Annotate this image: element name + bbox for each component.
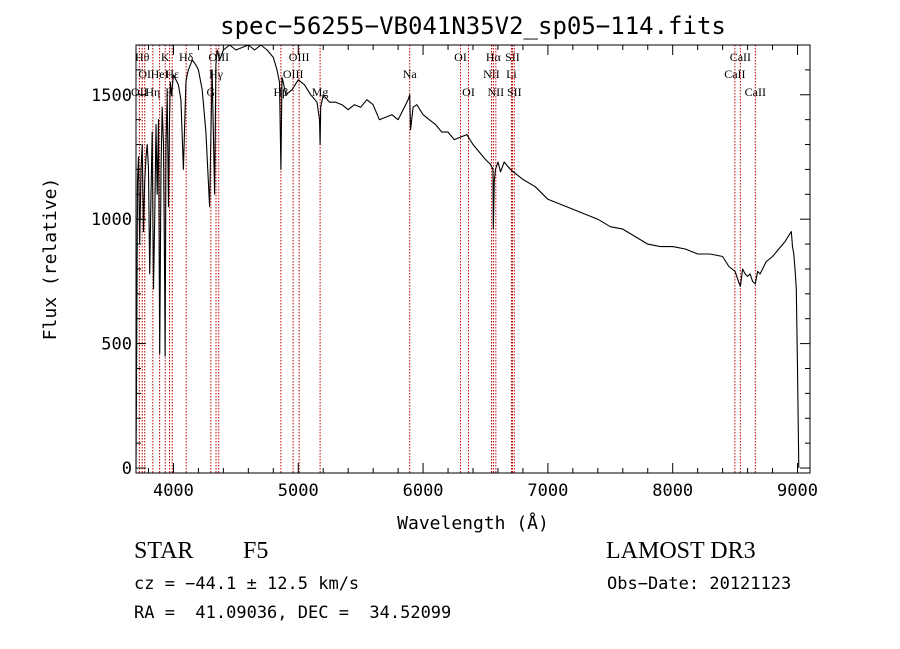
survey-label: LAMOST DR3: [606, 538, 756, 564]
marker-label: OIII: [283, 67, 304, 81]
x-tick-label: 7000: [527, 481, 568, 501]
y-tick-label: 500: [101, 335, 132, 355]
marker-label: OI: [138, 67, 151, 81]
marker-label: Li: [506, 67, 517, 81]
marker-label: Mg: [312, 85, 329, 99]
marker-label: OI: [454, 50, 467, 64]
x-tick-label: 9000: [777, 481, 818, 501]
marker-label: NII: [488, 85, 505, 99]
marker-label: NII: [483, 67, 500, 81]
line-markers: OIIHθOIHηHeIKHHεHδGHγOIIIHβOIIIOIIIMgNaO…: [131, 45, 766, 473]
subclass-label: F5: [243, 538, 269, 564]
marker-label: Hβ: [274, 85, 289, 99]
marker-label: K: [161, 50, 170, 64]
x-tick-label: 8000: [652, 481, 693, 501]
marker-label: CaII: [730, 50, 751, 64]
marker-label: G: [207, 85, 216, 99]
y-tick-label: 1500: [91, 86, 132, 106]
marker-label: OII: [131, 85, 148, 99]
x-tick-label: 5000: [278, 481, 319, 501]
marker-label: Hε: [165, 67, 179, 81]
y-axis-label: Flux (relative): [40, 178, 61, 341]
redshift-text: cz = −44.1 ± 12.5 km/s: [134, 574, 360, 594]
marker-label: CaII: [745, 85, 766, 99]
plot-frame: [135, 44, 811, 474]
spectrum-series: [135, 44, 800, 469]
marker-label: SII: [505, 50, 520, 64]
marker-label: Na: [403, 67, 418, 81]
x-tick-label: 4000: [153, 481, 194, 501]
axes: 4000 5000 6000 7000 8000 9000 0 500 1000 1500: [91, 44, 818, 501]
class-label: STAR: [134, 538, 194, 564]
marker-label: Hη: [145, 85, 160, 99]
y-tick-label: 0: [122, 459, 132, 479]
chart-title: spec−56255−VB041N35V2_sp05−114.fits: [220, 12, 726, 40]
marker-label: Hδ: [179, 50, 194, 64]
marker-label: HeI: [151, 67, 169, 81]
marker-label: CaII: [724, 67, 745, 81]
x-axis-label: Wavelength (Å): [397, 512, 549, 534]
obs-date-text: Obs−Date: 20121123: [607, 574, 792, 594]
y-tick-label: 1000: [91, 210, 132, 230]
marker-label: SII: [507, 85, 522, 99]
marker-label: OIII: [289, 50, 310, 64]
x-tick-label: 6000: [403, 481, 444, 501]
marker-label: Hα: [486, 50, 502, 64]
coordinates-text: RA = 41.09036, DEC = 34.52099: [134, 603, 452, 623]
marker-label: Hθ: [135, 50, 150, 64]
spectrum-line: [135, 44, 800, 469]
marker-label: OI: [462, 85, 475, 99]
